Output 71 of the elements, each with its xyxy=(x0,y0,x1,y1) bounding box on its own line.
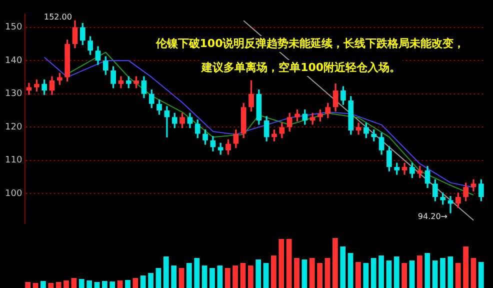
bar xyxy=(302,260,308,288)
bar xyxy=(402,263,408,288)
bar xyxy=(210,268,215,288)
bar xyxy=(286,239,292,288)
y-tick-label: 150 xyxy=(4,22,22,33)
annotation: 94.20→ xyxy=(418,212,448,222)
bar xyxy=(71,278,77,288)
bar xyxy=(186,263,192,288)
bar xyxy=(409,260,415,288)
bar xyxy=(156,268,162,288)
bar xyxy=(370,258,376,288)
bar xyxy=(217,266,223,288)
bar xyxy=(94,282,100,288)
candlestick xyxy=(164,106,170,138)
bar xyxy=(202,266,208,288)
bar xyxy=(424,253,430,288)
bar xyxy=(470,258,476,288)
bar xyxy=(163,256,169,288)
bar xyxy=(440,258,446,288)
bar xyxy=(356,262,361,288)
bar xyxy=(171,266,177,288)
bar xyxy=(278,239,284,288)
bar xyxy=(432,260,438,288)
y-tick-label: 120 xyxy=(4,122,22,132)
bar xyxy=(263,263,269,288)
bar xyxy=(248,266,254,288)
bar xyxy=(348,253,354,288)
bar xyxy=(378,256,384,288)
bar xyxy=(417,256,422,288)
annotation: 伦镍下破100说明反弹趋势未能延续，长线下跌格局未能改变， xyxy=(154,36,465,50)
bar xyxy=(363,263,369,288)
bar xyxy=(448,256,454,288)
bar xyxy=(140,276,146,288)
bar xyxy=(394,256,400,288)
bar xyxy=(309,258,315,288)
bar xyxy=(455,263,461,288)
bar xyxy=(40,281,46,288)
y-tick-label: 100 xyxy=(4,189,22,199)
y-tick-label: 140 xyxy=(4,56,22,66)
bar xyxy=(332,238,338,288)
bar xyxy=(194,258,200,288)
bar xyxy=(78,279,84,288)
bar xyxy=(117,280,123,288)
bar xyxy=(56,282,62,288)
bar xyxy=(125,280,130,288)
bar xyxy=(463,246,468,288)
bar xyxy=(25,282,31,288)
bar xyxy=(232,266,238,288)
y-tick-label: 130 xyxy=(4,89,22,100)
bar xyxy=(86,280,92,288)
bar xyxy=(340,246,346,288)
bar xyxy=(294,258,300,288)
bar xyxy=(256,260,262,288)
bar xyxy=(240,263,246,288)
bar xyxy=(64,280,69,288)
bar xyxy=(271,256,276,288)
bar xyxy=(102,281,108,288)
bar xyxy=(317,263,322,288)
bar xyxy=(48,283,54,288)
bar xyxy=(110,282,116,288)
bar xyxy=(32,283,38,288)
bar xyxy=(478,262,484,288)
annotation: 152.00 xyxy=(44,12,72,22)
y-tick-label: 110 xyxy=(4,156,22,166)
bar xyxy=(224,268,230,288)
annotation: 建议多单离场，空单100附近轻仓入场。 xyxy=(200,60,401,74)
bar xyxy=(148,273,154,288)
bar xyxy=(178,268,184,288)
bar xyxy=(386,260,392,288)
bar xyxy=(324,258,330,288)
bar xyxy=(132,278,138,288)
